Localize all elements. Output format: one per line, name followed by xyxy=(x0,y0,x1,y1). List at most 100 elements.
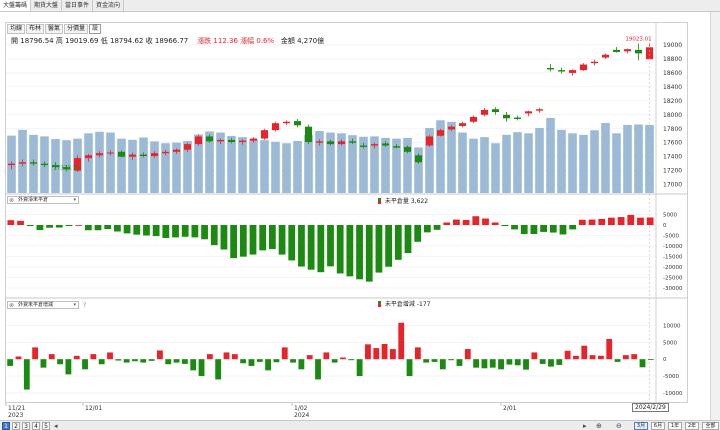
candle-body xyxy=(315,141,324,143)
pane3-indicator-select[interactable]: ⊗ 外資未平倉增減 ▾ xyxy=(7,301,79,309)
value-bar xyxy=(559,225,567,235)
value-bar xyxy=(123,359,130,363)
tab-futures-market[interactable]: 期貨大盤 xyxy=(31,0,63,11)
volume-bar xyxy=(172,142,181,193)
change-label: 漲跌 xyxy=(197,37,212,45)
range-all-button[interactable]: 全部 xyxy=(702,422,719,430)
candle-body xyxy=(601,54,610,58)
price-y-tick: 19000 xyxy=(663,42,682,49)
value-bar xyxy=(290,359,296,363)
value-bar xyxy=(323,352,330,360)
price-y-tick: 17200 xyxy=(663,168,682,175)
close-icon[interactable]: ⊗ xyxy=(9,302,15,309)
value-bar xyxy=(511,225,518,230)
scroll-right-icon[interactable]: ▸ xyxy=(583,422,587,430)
ma-button[interactable]: 均線 xyxy=(7,24,26,34)
value-bar xyxy=(365,344,371,360)
value-bar xyxy=(556,359,563,365)
range-2y-button[interactable]: 2年 xyxy=(685,422,699,430)
candle-body xyxy=(216,139,225,142)
value-bar xyxy=(75,225,83,226)
candle-body xyxy=(502,114,511,119)
value-bar xyxy=(94,225,102,231)
volume-bar xyxy=(359,136,368,193)
open-value: 18796.54 xyxy=(20,37,54,45)
value-bar xyxy=(230,225,238,259)
candle-body xyxy=(403,146,412,152)
pane-y-tick: 10000 xyxy=(663,323,681,329)
volume-bar xyxy=(546,118,555,193)
range-6m-button[interactable]: 6月 xyxy=(651,422,665,430)
tab-fund-flow[interactable]: 資金流向 xyxy=(93,0,125,11)
zoom-in-icon[interactable]: ⊕ xyxy=(596,422,602,430)
volume-bar xyxy=(447,121,456,193)
pct-label: 漲幅 xyxy=(240,37,255,45)
pane2-indicator-select[interactable]: ⊗ 外資淨未平倉 ▾ xyxy=(7,196,79,204)
crosshair-date-label: 2024/2/29 xyxy=(632,403,669,412)
value-bar xyxy=(423,359,430,363)
x-tick-label: 11/21 xyxy=(8,405,25,412)
value-bar xyxy=(157,350,163,360)
scroll-left-icon[interactable]: ◂ xyxy=(54,422,58,430)
page-4-button[interactable]: 4 xyxy=(32,422,40,430)
volume-bar xyxy=(326,132,335,193)
candle-body xyxy=(535,109,544,111)
value-bar xyxy=(375,225,383,273)
value-bar xyxy=(598,218,606,226)
value-bar xyxy=(589,355,596,360)
volume-bar xyxy=(491,143,500,193)
volume-bar xyxy=(337,133,346,193)
help-icon[interactable]: ? xyxy=(83,302,87,309)
volume-bar xyxy=(249,139,258,193)
candle-body xyxy=(128,154,137,157)
page-5-button[interactable]: 5 xyxy=(42,422,50,430)
value-bar xyxy=(90,354,97,360)
value-bar xyxy=(132,359,138,362)
volume-bar xyxy=(315,131,324,193)
bollinger-button[interactable]: 布林 xyxy=(26,24,45,34)
price-annotation: 17333.79 xyxy=(53,165,80,171)
value-bar xyxy=(201,225,208,240)
range-3m-button[interactable]: 3月 xyxy=(634,422,648,430)
value-bar xyxy=(481,359,488,369)
volume-bar xyxy=(161,143,170,193)
page-2-button[interactable]: 2 xyxy=(12,422,20,430)
value-bar xyxy=(530,225,538,235)
value-bar xyxy=(406,359,413,377)
value-bar xyxy=(489,359,496,368)
volume-bar xyxy=(612,133,621,193)
indicator-buttons: 均線 布林 醫氣 分價量 設 xyxy=(7,24,102,34)
pane-y-tick: 5000 xyxy=(663,213,677,219)
candle-body xyxy=(161,151,170,154)
page-3-button[interactable]: 3 xyxy=(22,422,30,430)
tab-daily-events[interactable]: 當日事件 xyxy=(62,0,94,11)
value-bar xyxy=(472,216,480,226)
sentiment-button[interactable]: 醫氣 xyxy=(45,24,64,34)
value-bar xyxy=(198,359,205,377)
zoom-out-icon[interactable]: ⊖ xyxy=(616,422,622,430)
value-bar xyxy=(365,225,373,282)
settings-button[interactable]: 設 xyxy=(89,24,102,34)
pane-y-tick: 0 xyxy=(663,223,667,229)
x-tick-label: 1/02 xyxy=(294,405,308,412)
value-bar xyxy=(598,355,604,360)
vertical-scrollbar[interactable] xyxy=(710,12,720,420)
pane3-indicator-label: 外資未平倉增減 xyxy=(18,302,54,308)
range-1y-button[interactable]: 1年 xyxy=(668,422,682,430)
volume-profile-button[interactable]: 分價量 xyxy=(64,24,89,34)
value-bar xyxy=(482,218,489,226)
close-icon[interactable]: ⊗ xyxy=(9,197,15,204)
volume-bar xyxy=(557,129,566,193)
candle-body xyxy=(117,151,126,157)
pane-y-tick: -30000 xyxy=(663,286,683,292)
page-1-button[interactable]: 1 xyxy=(2,422,10,430)
tab-market-chips[interactable]: 大盤籌碼 xyxy=(0,0,32,11)
value-bar xyxy=(453,219,460,226)
value-bar xyxy=(82,359,88,370)
value-bar xyxy=(114,225,121,232)
top-tab-bar: 大盤籌碼 期貨大盤 當日事件 資金流向 xyxy=(0,0,720,12)
candle-body xyxy=(414,155,423,163)
value-bar xyxy=(614,359,621,362)
value-bar xyxy=(23,359,30,390)
value-bar xyxy=(172,225,179,238)
